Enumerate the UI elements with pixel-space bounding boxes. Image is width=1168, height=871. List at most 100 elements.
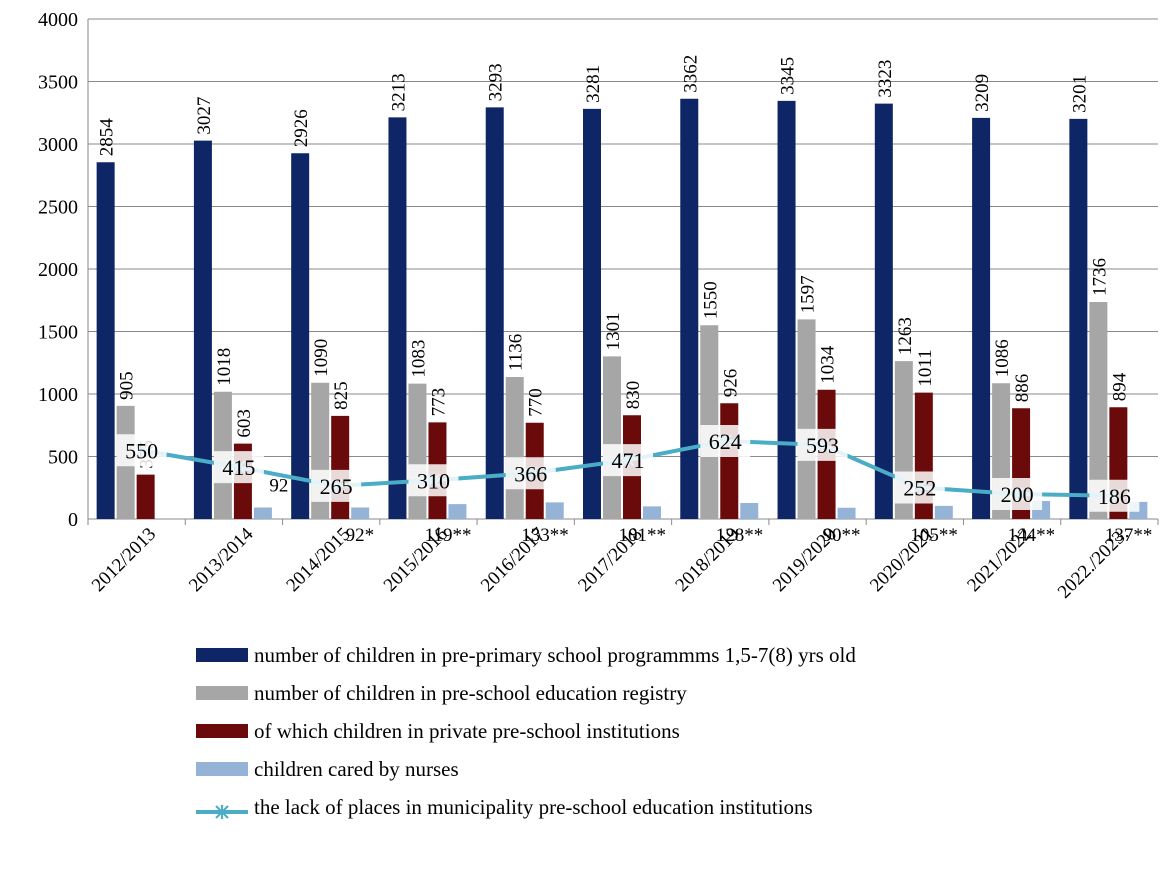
- bar-4: [545, 502, 564, 519]
- x-category-label: 2021/2022: [963, 524, 1035, 596]
- data-label: 3323: [875, 60, 896, 98]
- legend-item-lack-of-places: the lack of places in municipality pre-s…: [196, 788, 856, 826]
- data-label: 830: [623, 381, 644, 410]
- bar-1: [680, 98, 699, 519]
- data-label: 101**: [619, 525, 667, 546]
- bar-4: [351, 507, 370, 519]
- data-label: 3201: [1069, 75, 1090, 113]
- x-category-label: 2016/2017: [477, 524, 549, 596]
- y-tick-label: 1500: [38, 322, 78, 344]
- chart: 0 500 1000 1500 2000 2500 3000 3500 4000 2854 3027…: [38, 9, 1159, 603]
- bar-4: [837, 507, 856, 519]
- data-label: 1263: [895, 317, 916, 355]
- line-data-label: 415: [222, 455, 255, 480]
- legend-label-pre-primary: number of children in pre-primary school…: [254, 642, 856, 667]
- bar-3: [331, 415, 350, 519]
- data-label: 1034: [818, 345, 839, 384]
- x-category-label: 2018/2019: [671, 524, 743, 596]
- y-tick-label: 1000: [38, 384, 78, 406]
- legend-swatch-pre-primary: [196, 648, 248, 662]
- data-label: 1090: [311, 339, 332, 377]
- x-category-label: 2012/2013: [88, 524, 160, 596]
- line-label-box: [603, 444, 653, 477]
- bar-1: [583, 108, 601, 519]
- legend-item-nurses: children cared by nurses: [196, 750, 856, 788]
- line-label-box: [992, 478, 1043, 510]
- bar-1: [972, 117, 991, 519]
- data-label: 603: [234, 409, 255, 438]
- data-label: 1736: [1089, 258, 1110, 296]
- y-tick-label: 3000: [38, 134, 78, 156]
- legend-item-private: of which children in private pre-school …: [196, 712, 856, 750]
- bar-2: [700, 325, 719, 519]
- bar-1: [1069, 118, 1088, 519]
- bar-1: [96, 162, 115, 519]
- data-label: 3293: [486, 63, 507, 101]
- legend-item-pre-primary: number of children in pre-primary school…: [196, 636, 856, 674]
- y-tick-label: 0: [68, 509, 78, 531]
- line-label-box: [408, 464, 459, 497]
- data-label: 2854: [97, 118, 118, 157]
- y-tick-label: 500: [48, 447, 78, 469]
- bar-4: [740, 503, 759, 519]
- legend-label-private: of which children in private pre-school …: [254, 718, 680, 743]
- data-label: 773: [428, 388, 449, 417]
- data-label: 128**: [716, 525, 764, 546]
- line-label-box: [1089, 479, 1140, 512]
- data-label: 137**: [1105, 525, 1153, 546]
- x-category-label: 2014/2015: [282, 524, 354, 596]
- data-label: 1018: [214, 348, 235, 386]
- line-label-box: [505, 457, 556, 490]
- legend-item-registry: number of children in pre-school educati…: [196, 674, 856, 712]
- legend-label-lack-of-places: the lack of places in municipality pre-s…: [254, 794, 813, 819]
- legend-label-registry: number of children in pre-school educati…: [254, 680, 687, 705]
- x-category-label: 2022./2023.: [1054, 524, 1133, 603]
- line-label-box: [700, 425, 751, 457]
- data-label: 1301: [603, 312, 624, 350]
- bar-2: [505, 377, 524, 519]
- data-label: 119**: [425, 525, 472, 546]
- data-label: 905: [117, 371, 138, 400]
- data-label: 92: [269, 476, 288, 497]
- line-data-label: 593: [806, 433, 839, 458]
- bar-1: [291, 153, 310, 519]
- bar-2: [1089, 302, 1108, 519]
- bar-3: [136, 474, 155, 519]
- bar-1: [874, 103, 893, 519]
- line-label-box: [797, 428, 848, 461]
- bar-3: [720, 403, 739, 519]
- line-label-box: [213, 451, 264, 484]
- data-label: 3209: [972, 74, 993, 112]
- x-category-label: 2013/2014: [185, 523, 258, 596]
- bar-2: [408, 383, 427, 519]
- line-data-label: 200: [1001, 482, 1034, 507]
- data-label: 1550: [700, 281, 721, 319]
- data-label: 1597: [798, 275, 819, 313]
- line-data-label: 550: [125, 438, 158, 463]
- bar-2: [797, 319, 816, 519]
- data-label: 894: [1109, 372, 1130, 401]
- bar-4: [934, 505, 953, 519]
- data-label: 3213: [388, 73, 409, 111]
- bar-4: [253, 507, 272, 519]
- x-category-label: 2020/2021: [866, 524, 938, 596]
- y-tick-label: 2500: [38, 197, 78, 219]
- data-label: 144**: [1008, 525, 1056, 546]
- line-label-box: [116, 434, 167, 467]
- legend-swatch-registry: [196, 686, 248, 700]
- legend-label-nurses: children cared by nurses: [254, 756, 459, 781]
- data-label: 770: [526, 388, 547, 417]
- data-label: 1011: [915, 349, 936, 386]
- data-label: 926: [720, 369, 741, 398]
- line-data-label: 265: [320, 474, 353, 499]
- data-label: 3027: [194, 97, 215, 135]
- data-label: 105**: [910, 525, 958, 546]
- data-label: 1083: [408, 340, 429, 378]
- bar-1: [485, 107, 504, 519]
- y-tick-label: 2000: [38, 259, 78, 281]
- legend: number of children in pre-primary school…: [196, 636, 856, 826]
- data-label: 886: [1012, 374, 1033, 403]
- data-label: 3281: [583, 65, 604, 103]
- line-data-label: 624: [709, 429, 742, 454]
- line-data-label: 310: [417, 468, 450, 493]
